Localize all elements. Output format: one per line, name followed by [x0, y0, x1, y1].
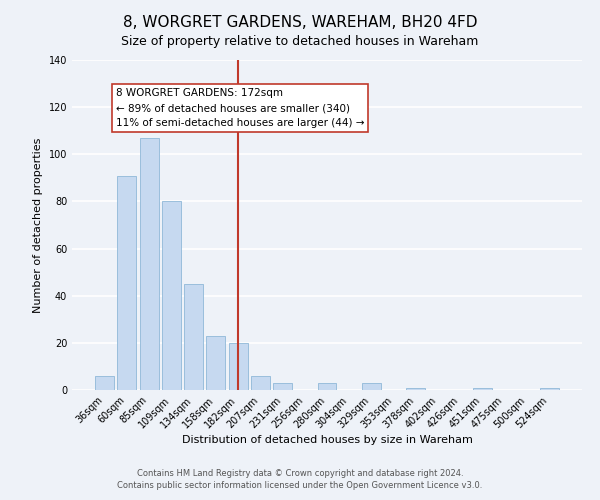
Bar — [162, 202, 181, 390]
Bar — [184, 284, 203, 390]
Text: 8 WORGRET GARDENS: 172sqm
← 89% of detached houses are smaller (340)
11% of semi: 8 WORGRET GARDENS: 172sqm ← 89% of detac… — [116, 88, 364, 128]
X-axis label: Distribution of detached houses by size in Wareham: Distribution of detached houses by size … — [182, 436, 472, 446]
Bar — [317, 383, 337, 390]
Bar — [406, 388, 425, 390]
Bar — [540, 388, 559, 390]
Bar — [118, 176, 136, 390]
Text: 8, WORGRET GARDENS, WAREHAM, BH20 4FD: 8, WORGRET GARDENS, WAREHAM, BH20 4FD — [123, 15, 477, 30]
Bar — [273, 383, 292, 390]
Bar — [140, 138, 158, 390]
Text: Contains HM Land Registry data © Crown copyright and database right 2024.
Contai: Contains HM Land Registry data © Crown c… — [118, 468, 482, 490]
Bar — [362, 383, 381, 390]
Bar — [473, 388, 492, 390]
Bar — [95, 376, 114, 390]
Bar — [251, 376, 270, 390]
Text: Size of property relative to detached houses in Wareham: Size of property relative to detached ho… — [121, 35, 479, 48]
Bar — [206, 336, 225, 390]
Bar — [229, 343, 248, 390]
Y-axis label: Number of detached properties: Number of detached properties — [33, 138, 43, 312]
